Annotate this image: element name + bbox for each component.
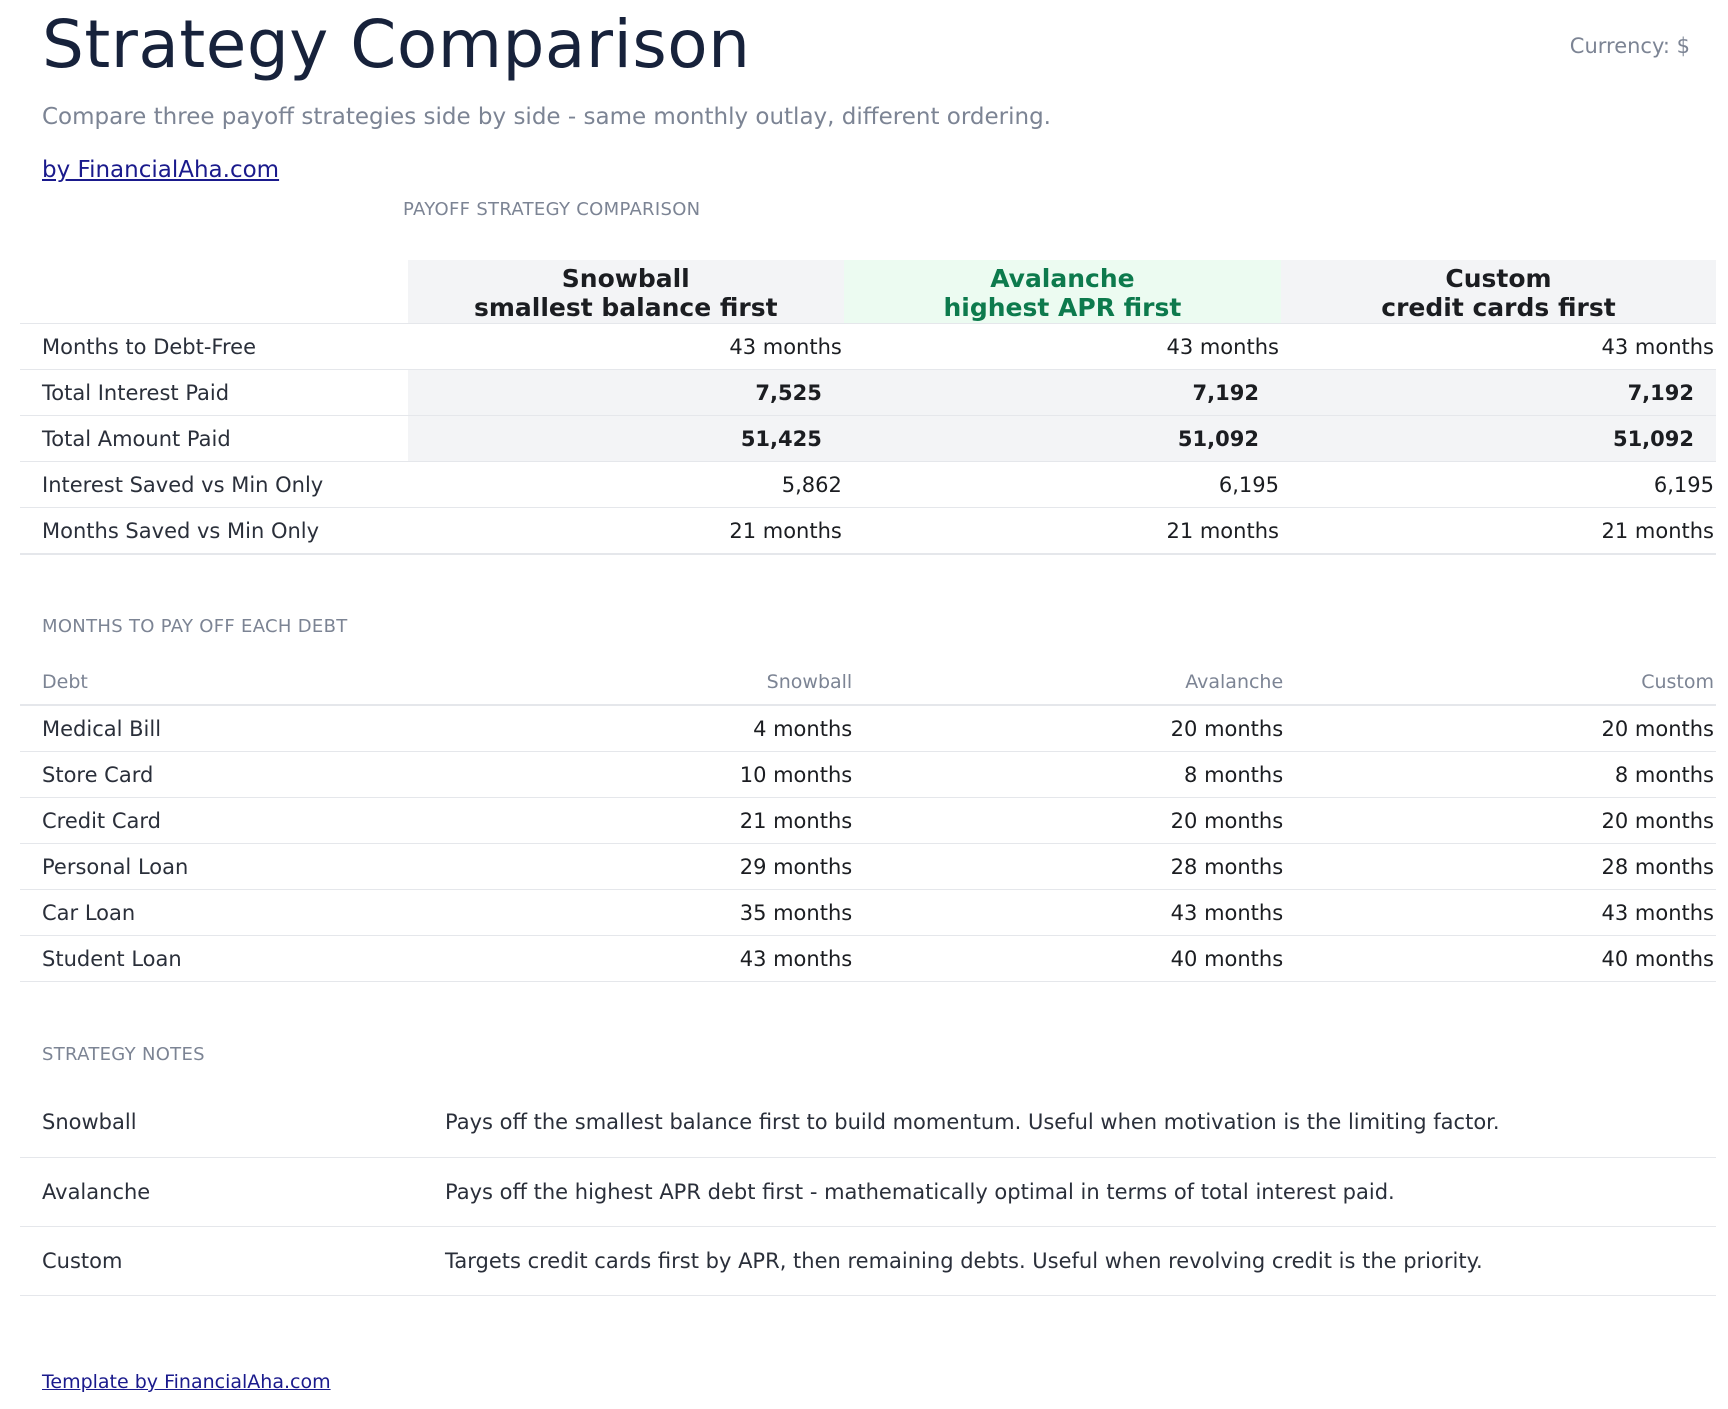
column-name: Custom xyxy=(1445,264,1552,293)
column-name: Avalanche xyxy=(990,264,1135,293)
table-row: Personal Loan 29 months 28 months 28 mon… xyxy=(20,843,1716,890)
table-row: Car Loan 35 months 43 months 43 months xyxy=(20,889,1716,936)
value-custom: 40 months xyxy=(1285,935,1716,982)
column-header-avalanche: Avalanche highest APR first xyxy=(843,260,1281,324)
value-avalanche: 51,092 xyxy=(843,415,1281,462)
value-snowball: 51,425 xyxy=(407,415,844,462)
table-row: Snowball Pays off the smallest balance f… xyxy=(20,1087,1716,1158)
table-row: Medical Bill 4 months 20 months 20 month… xyxy=(20,705,1716,752)
notes-table: Snowball Pays off the smallest balance f… xyxy=(20,1087,1716,1296)
column-subtitle: credit cards first xyxy=(1381,293,1616,322)
byline-link[interactable]: by FinancialAha.com xyxy=(42,157,280,183)
comparison-section-label: PAYOFF STRATEGY COMPARISON xyxy=(403,199,701,220)
strategy-note: Pays off the highest APR debt first - ma… xyxy=(424,1157,1716,1227)
value-custom: 20 months xyxy=(1285,705,1716,752)
value-avalanche: 28 months xyxy=(854,843,1286,890)
strategy-note: Targets credit cards first by APR, then … xyxy=(424,1226,1716,1296)
page-subtitle: Compare three payoff strategies side by … xyxy=(42,104,1051,130)
column-header-snowball: Snowball xyxy=(423,660,855,706)
row-label: Total Amount Paid xyxy=(20,415,408,462)
column-name: Snowball xyxy=(561,264,690,293)
value-snowball: 7,525 xyxy=(407,369,844,416)
value-custom: 21 months xyxy=(1280,507,1716,555)
table-row: Months to Debt-Free 43 months 43 months … xyxy=(20,323,1716,370)
months-table: Debt Snowball Avalanche Custom Medical B… xyxy=(20,660,1716,982)
comparison-table: Snowball smallest balance first Avalanch… xyxy=(20,260,1716,555)
debt-name: Student Loan xyxy=(20,935,424,982)
value-custom: 43 months xyxy=(1285,889,1716,936)
months-section-label: MONTHS TO PAY OFF EACH DEBT xyxy=(42,616,348,637)
debt-name: Personal Loan xyxy=(20,843,424,890)
table-row: Avalanche Pays off the highest APR debt … xyxy=(20,1157,1716,1227)
column-header-snowball: Snowball smallest balance first xyxy=(407,260,844,324)
strategy-name: Avalanche xyxy=(20,1157,424,1227)
value-avalanche: 20 months xyxy=(854,705,1286,752)
debt-name: Medical Bill xyxy=(20,705,424,752)
notes-section-label: STRATEGY NOTES xyxy=(42,1044,205,1065)
value-custom: 20 months xyxy=(1285,797,1716,844)
value-avalanche: 7,192 xyxy=(843,369,1281,416)
row-label: Months to Debt-Free xyxy=(20,323,408,370)
value-custom: 28 months xyxy=(1285,843,1716,890)
table-row: Credit Card 21 months 20 months 20 month… xyxy=(20,797,1716,844)
value-custom: 6,195 xyxy=(1280,461,1716,508)
value-avalanche: 20 months xyxy=(854,797,1286,844)
currency-indicator: Currency: $ xyxy=(1569,34,1690,58)
value-avalanche: 6,195 xyxy=(843,461,1281,508)
value-avalanche: 8 months xyxy=(854,751,1286,798)
value-custom: 51,092 xyxy=(1280,415,1716,462)
value-snowball: 21 months xyxy=(407,507,844,555)
table-row: Total Amount Paid 51,425 51,092 51,092 xyxy=(20,415,1716,462)
footer-template-link[interactable]: Template by FinancialAha.com xyxy=(42,1371,331,1393)
value-custom: 8 months xyxy=(1285,751,1716,798)
value-avalanche: 43 months xyxy=(843,323,1281,370)
column-subtitle: highest APR first xyxy=(943,293,1182,322)
value-snowball: 10 months xyxy=(423,751,855,798)
strategy-name: Snowball xyxy=(20,1087,424,1158)
value-avalanche: 43 months xyxy=(854,889,1286,936)
debt-name: Store Card xyxy=(20,751,424,798)
value-snowball: 4 months xyxy=(423,705,855,752)
row-label: Interest Saved vs Min Only xyxy=(20,461,408,508)
table-row: Store Card 10 months 8 months 8 months xyxy=(20,751,1716,798)
strategy-name: Custom xyxy=(20,1226,424,1296)
column-header-avalanche: Avalanche xyxy=(854,660,1286,706)
comparison-header-row: Snowball smallest balance first Avalanch… xyxy=(20,260,1716,324)
column-header-custom: Custom xyxy=(1285,660,1716,706)
value-avalanche: 21 months xyxy=(843,507,1281,555)
value-snowball: 21 months xyxy=(423,797,855,844)
value-snowball: 29 months xyxy=(423,843,855,890)
value-custom: 7,192 xyxy=(1280,369,1716,416)
column-header-debt: Debt xyxy=(20,660,424,706)
table-row: Student Loan 43 months 40 months 40 mont… xyxy=(20,935,1716,982)
value-snowball: 35 months xyxy=(423,889,855,936)
page-title: Strategy Comparison xyxy=(42,6,751,83)
row-label: Total Interest Paid xyxy=(20,369,408,416)
table-row: Total Interest Paid 7,525 7,192 7,192 xyxy=(20,369,1716,416)
value-snowball: 43 months xyxy=(407,323,844,370)
header-blank-cell xyxy=(20,260,408,324)
debt-name: Credit Card xyxy=(20,797,424,844)
row-label: Months Saved vs Min Only xyxy=(20,507,408,555)
table-row: Custom Targets credit cards first by APR… xyxy=(20,1226,1716,1296)
months-header-row: Debt Snowball Avalanche Custom xyxy=(20,660,1716,706)
value-snowball: 43 months xyxy=(423,935,855,982)
column-subtitle: smallest balance first xyxy=(473,293,778,322)
strategy-note: Pays off the smallest balance first to b… xyxy=(424,1087,1716,1158)
value-snowball: 5,862 xyxy=(407,461,844,508)
table-row: Months Saved vs Min Only 21 months 21 mo… xyxy=(20,507,1716,555)
table-row: Interest Saved vs Min Only 5,862 6,195 6… xyxy=(20,461,1716,508)
debt-name: Car Loan xyxy=(20,889,424,936)
value-custom: 43 months xyxy=(1280,323,1716,370)
value-avalanche: 40 months xyxy=(854,935,1286,982)
column-header-custom: Custom credit cards first xyxy=(1280,260,1716,324)
